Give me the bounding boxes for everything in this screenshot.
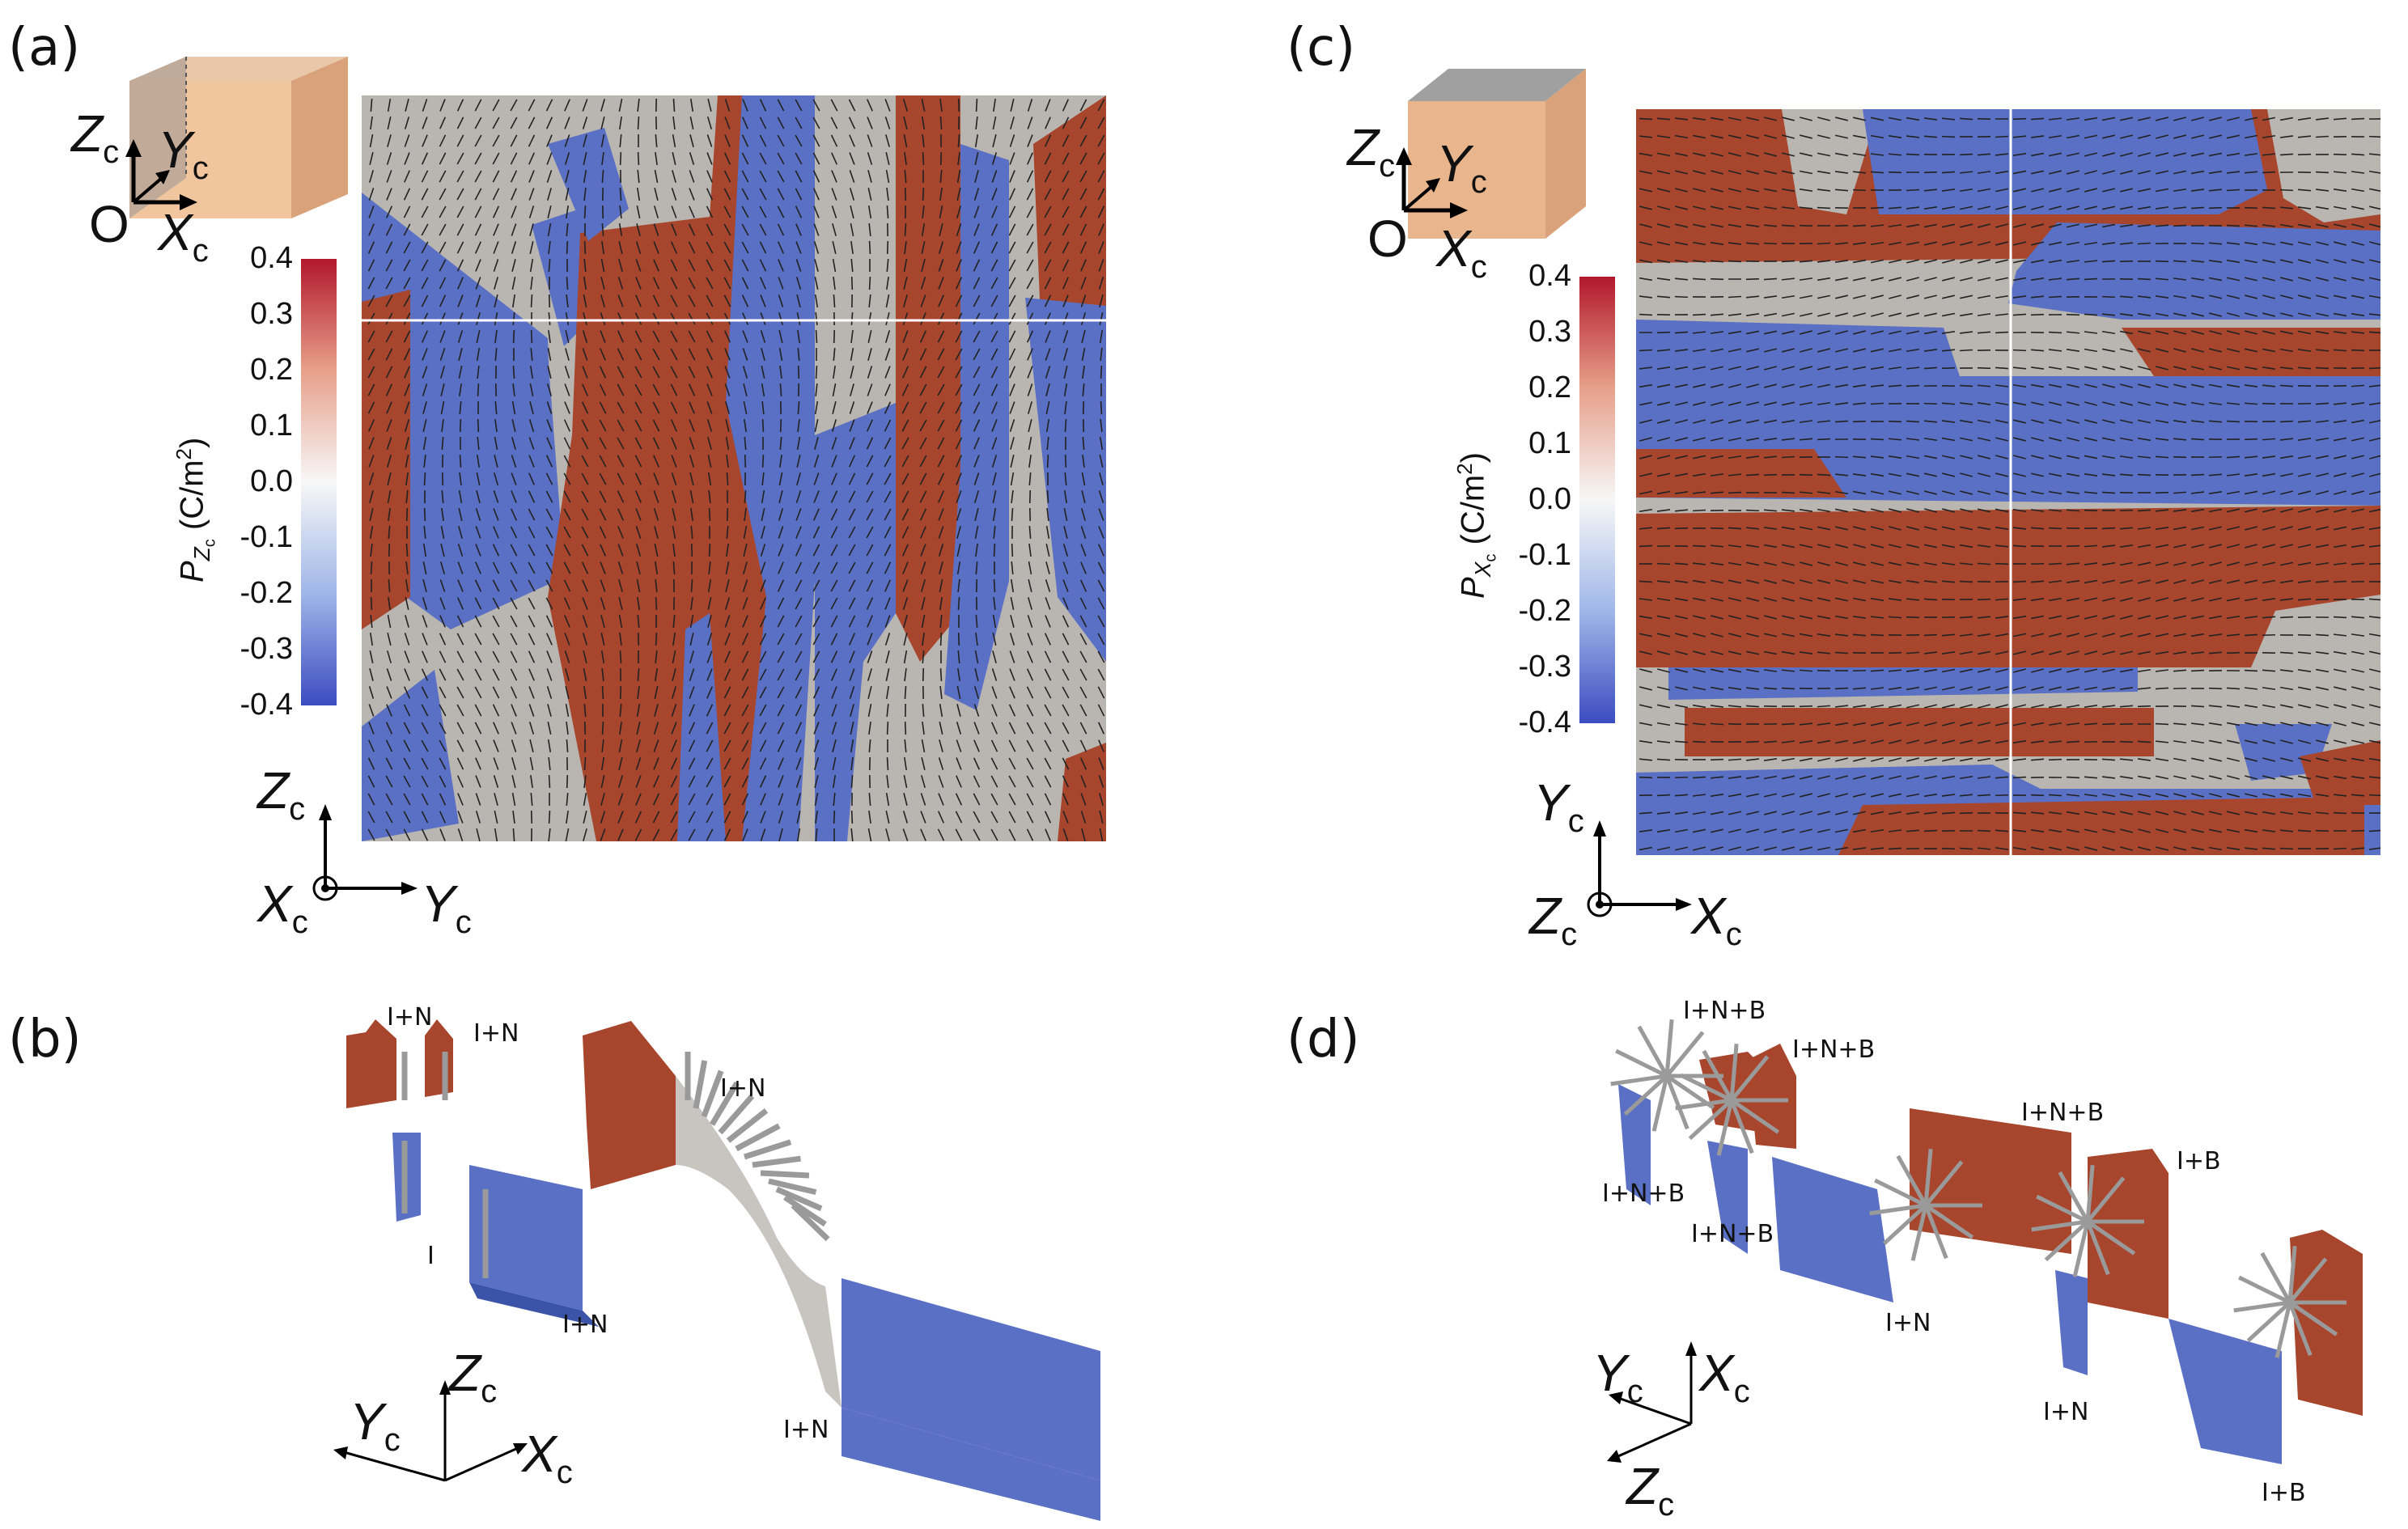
- plane-axis-normal-c: Zc: [1529, 887, 1578, 952]
- plane-axes-icon-c: [1587, 820, 1692, 917]
- colorbar-tick-a: 0.0: [250, 464, 293, 498]
- annotation-d-5: I+N+B: [1602, 1180, 1685, 1208]
- annotation-d-7: I+N: [1885, 1309, 1931, 1337]
- annotation-d-6: I+N+B: [1691, 1220, 1774, 1248]
- axis-x-d: Xc: [1699, 1344, 1750, 1409]
- annotation-b-3: I+N: [720, 1074, 766, 1103]
- colorbar-tick-c: 0.3: [1528, 315, 1571, 349]
- colorbar-tick-a: 0.3: [250, 297, 293, 331]
- domain-wall-3d-b: [346, 1019, 1100, 1521]
- axis-y-d: Yc: [1592, 1344, 1643, 1409]
- plane-axis-horizontal-a: Yc: [421, 875, 472, 940]
- axes-3d-icon-d: [1607, 1341, 1697, 1463]
- axes-3d-icon-b: [333, 1380, 528, 1482]
- colorbar-title-a: PZc (C/m2): [172, 437, 219, 582]
- panel-label-c: (c): [1287, 18, 1356, 78]
- panel-label-d: (d): [1287, 1010, 1360, 1069]
- colorbar-tick-c: -0.4: [1518, 705, 1571, 739]
- cube-axis-y-a: Yc: [158, 121, 209, 186]
- axis-z-b: Zc: [449, 1344, 498, 1409]
- colorbar-tick-c: -0.3: [1518, 650, 1571, 684]
- colorbar-tick-a: -0.3: [240, 632, 293, 666]
- cube-axes-icon-c: [1396, 147, 1468, 218]
- annotation-b-4: I: [427, 1242, 435, 1270]
- annotation-d-2: I+N+B: [1792, 1036, 1876, 1064]
- annotation-d-8: I+N: [2043, 1398, 2089, 1426]
- cube-axis-y-c: Yc: [1436, 134, 1487, 200]
- colorbar-tick-a: -0.1: [240, 520, 293, 554]
- cube-icon-c: [1408, 69, 1586, 239]
- plane-axis-horizontal-c: Xc: [1691, 887, 1742, 952]
- cube-axis-z-a: Zc: [71, 104, 120, 170]
- colorbar-tick-c: 0.0: [1528, 482, 1571, 516]
- colorbar-tick-a: 0.1: [250, 409, 293, 443]
- annotation-b-6: I+N: [783, 1416, 829, 1444]
- colorbar-tick-c: -0.1: [1518, 538, 1571, 572]
- cube-origin-a: O: [89, 195, 129, 253]
- colorbar-tick-c: 0.2: [1528, 371, 1571, 404]
- colorbar-c: [1579, 277, 1615, 723]
- domain-wall-3d-d: [1610, 1019, 2363, 1464]
- annotation-d-9: I+B: [2262, 1479, 2306, 1507]
- axis-z-d: Zc: [1626, 1457, 1675, 1523]
- plane-axis-vertical-c: Yc: [1533, 773, 1584, 839]
- cube-axis-x-c: Xc: [1436, 219, 1487, 285]
- colorbar-tick-a: -0.4: [240, 688, 293, 722]
- cube-icon-a: [129, 57, 348, 218]
- panel-label-a: (a): [8, 18, 81, 78]
- annotation-b-5: I+N: [562, 1311, 608, 1339]
- annotation-b-2: I+N: [473, 1019, 519, 1048]
- annotation-d-3: I+N+B: [2021, 1099, 2105, 1127]
- cube-axis-z-c: Zc: [1347, 118, 1396, 184]
- panel-label-b: (b): [8, 1010, 82, 1069]
- annotation-d-4: I+B: [2177, 1147, 2221, 1175]
- annotation-d-1: I+N+B: [1683, 997, 1766, 1025]
- cube-axis-x-a: Xc: [158, 203, 209, 269]
- plane-axes-icon-a: [312, 804, 418, 901]
- cube-origin-c: O: [1367, 210, 1408, 268]
- colorbar-tick-a: 0.2: [250, 353, 293, 387]
- colorbar-a: [301, 259, 337, 705]
- colorbar-tick-c: 0.1: [1528, 426, 1571, 460]
- axis-x-b: Xc: [522, 1425, 573, 1490]
- axis-y-b: Yc: [350, 1392, 401, 1458]
- annotation-b-1: I+N: [387, 1003, 433, 1031]
- colorbar-tick-c: -0.2: [1518, 594, 1571, 628]
- plane-axis-vertical-a: Zc: [257, 761, 306, 827]
- colorbar-tick-c: 0.4: [1528, 259, 1571, 293]
- domain-map-a: [362, 95, 1106, 841]
- domain-map-c: [1636, 109, 2380, 855]
- colorbar-tick-a: -0.2: [240, 576, 293, 610]
- colorbar-title-c: PXc (C/m2): [1452, 452, 1500, 599]
- colorbar-tick-a: 0.4: [250, 241, 293, 275]
- cube-axes-icon-a: [125, 139, 197, 210]
- plane-axis-normal-a: Xc: [257, 875, 308, 940]
